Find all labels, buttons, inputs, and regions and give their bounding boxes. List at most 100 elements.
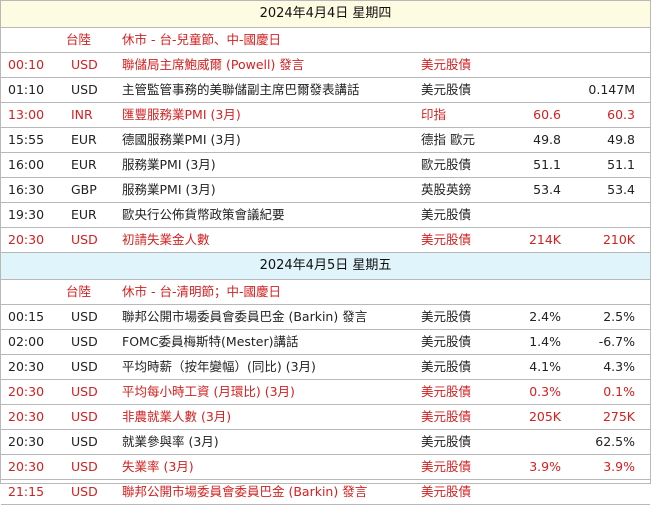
event-asset: 美元股債 (421, 82, 472, 97)
event-name: 平均每小時工資 (月環比) (3月) (122, 384, 295, 399)
event-previous: 51.1 (533, 157, 561, 172)
event-forecast: 51.1 (607, 157, 635, 172)
date-text: 2024年4月5日 (259, 258, 349, 273)
date-text: 2024年4月4日 (259, 6, 349, 21)
event-forecast: 49.8 (607, 132, 635, 147)
event-name: 聯邦公開市場委員會委員巴金 (Barkin) 發言 (122, 309, 368, 324)
event-row: 02:00 USD FOMC委員梅斯特(Mester)講話 美元股債 1.4% -6.7% (1, 330, 650, 355)
holiday-text: 休市 - 台-清明節；中-國慶日 (122, 284, 281, 299)
event-time: 02:00 (8, 334, 45, 349)
event-time: 20:30 (8, 232, 45, 247)
event-row: 00:10 USD 聯儲局主席鮑威爾 (Powell) 發言 美元股債 (1, 53, 650, 78)
event-name: FOMC委員梅斯特(Mester)講話 (122, 334, 299, 349)
event-currency: USD (71, 82, 98, 97)
event-currency: USD (71, 359, 98, 374)
event-row: 20:30 USD 就業參與率 (3月) 美元股債 62.5% (1, 430, 650, 455)
event-currency: USD (71, 334, 98, 349)
event-asset: 美元股債 (421, 384, 472, 399)
event-row: 01:10 USD 主管監管事務的美聯儲副主席巴爾發表講話 美元股債 0.147M (1, 78, 650, 103)
event-name: 歐央行公佈貨幣政策會議紀要 (122, 207, 285, 222)
event-name: 失業率 (3月) (122, 459, 194, 474)
event-name: 德國服務業PMI (3月) (122, 132, 241, 147)
event-forecast: 3.9% (603, 459, 635, 474)
event-previous: 60.6 (533, 107, 561, 122)
event-time: 20:30 (8, 384, 45, 399)
holiday-text: 休市 - 台-兒童節、中-國慶日 (122, 32, 281, 47)
event-row: 16:00 EUR 服務業PMI (3月) 歐元股債 51.1 51.1 (1, 153, 650, 178)
event-currency: USD (71, 434, 98, 449)
event-asset: 美元股債 (421, 359, 472, 374)
holiday-market: 台陸 (66, 284, 92, 299)
event-forecast: 0.147M (588, 82, 635, 97)
event-row: 00:15 USD 聯邦公開市場委員會委員巴金 (Barkin) 發言 美元股債 2.4… (1, 305, 650, 330)
event-forecast: 4.3% (603, 359, 635, 374)
event-currency: INR (71, 107, 93, 122)
event-row: 20:30 USD 平均每小時工資 (月環比) (3月) 美元股債 0.3% 0.1% (1, 380, 650, 405)
event-row: 16:30 GBP 服務業PMI (3月) 英股英鎊 53.4 53.4 (1, 178, 650, 203)
event-row: 13:00 INR 匯豐服務業PMI (3月) 印指 60.6 60.3 (1, 103, 650, 128)
event-asset: 美元股債 (421, 232, 472, 247)
event-row: 20:30 USD 非農就業人數 (3月) 美元股債 205K 275K (1, 405, 650, 430)
event-time: 15:55 (8, 132, 45, 147)
weekday-text: 星期五 (352, 258, 392, 273)
event-forecast: 60.3 (607, 107, 635, 122)
event-previous: 2.4% (529, 309, 561, 324)
event-forecast: 62.5% (595, 434, 635, 449)
event-time: 00:15 (8, 309, 45, 324)
event-asset: 印指 (421, 107, 447, 122)
event-name: 就業參與率 (3月) (122, 434, 219, 449)
event-asset: 美元股債 (421, 334, 472, 349)
event-asset: 美元股債 (421, 57, 472, 72)
event-time: 00:10 (8, 57, 45, 72)
event-previous: 3.9% (529, 459, 561, 474)
holiday-row: 台陸 休市 - 台-兒童節、中-國慶日 (1, 28, 650, 53)
event-previous: 205K (528, 409, 561, 424)
event-previous: 53.4 (533, 182, 561, 197)
event-previous: 1.4% (529, 334, 561, 349)
event-forecast: 210K (602, 232, 635, 247)
event-currency: USD (71, 57, 98, 72)
event-name: 主管監管事務的美聯儲副主席巴爾發表講話 (122, 82, 360, 97)
event-time: 20:30 (8, 359, 45, 374)
event-row: 15:55 EUR 德國服務業PMI (3月) 德指 歐元 49.8 49.8 (1, 128, 650, 153)
event-forecast: -6.7% (598, 334, 635, 349)
event-name: 初請失業金人數 (122, 232, 210, 247)
weekday-text: 星期四 (352, 6, 392, 21)
holiday-market: 台陸 (66, 32, 92, 47)
event-currency: USD (71, 459, 98, 474)
event-asset: 德指 歐元 (421, 132, 475, 147)
event-name: 非農就業人數 (3月) (122, 409, 232, 424)
event-time: 13:00 (8, 107, 45, 122)
event-asset: 英股英鎊 (421, 182, 472, 197)
event-time: 16:30 (8, 182, 45, 197)
event-time: 01:10 (8, 82, 45, 97)
event-time: 19:30 (8, 207, 45, 222)
event-name: 匯豐服務業PMI (3月) (122, 107, 241, 122)
event-asset: 美元股債 (421, 207, 472, 222)
event-previous: 4.1% (529, 359, 561, 374)
event-row: 19:30 EUR 歐央行公佈貨幣政策會議紀要 美元股債 (1, 203, 650, 228)
event-name: 服務業PMI (3月) (122, 157, 216, 172)
event-forecast: 0.1% (603, 384, 635, 399)
event-row: 20:30 USD 初請失業金人數 美元股債 214K 210K (1, 228, 650, 253)
event-asset: 美元股債 (421, 459, 472, 474)
holiday-row: 台陸 休市 - 台-清明節；中-國慶日 (1, 280, 650, 305)
event-name: 聯儲局主席鮑威爾 (Powell) 發言 (122, 57, 305, 72)
event-time: 20:30 (8, 409, 45, 424)
event-row: 20:30 USD 平均時薪（按年變幅）(同比) (3月) 美元股債 4.1% 4.3% (1, 355, 650, 380)
event-currency: USD (71, 309, 98, 324)
event-asset: 美元股債 (421, 309, 472, 324)
event-forecast: 53.4 (607, 182, 635, 197)
event-time: 16:00 (8, 157, 45, 172)
date-header: 2024年4月4日 星期四 (1, 1, 650, 28)
event-currency: USD (71, 232, 98, 247)
event-time: 20:30 (8, 434, 45, 449)
event-time: 20:30 (8, 459, 45, 474)
event-row: 20:30 USD 失業率 (3月) 美元股債 3.9% 3.9% (1, 455, 650, 480)
event-currency: USD (71, 409, 98, 424)
event-currency: GBP (71, 182, 97, 197)
event-asset: 美元股債 (421, 409, 472, 424)
event-asset: 歐元股債 (421, 157, 472, 172)
event-forecast: 275K (602, 409, 635, 424)
